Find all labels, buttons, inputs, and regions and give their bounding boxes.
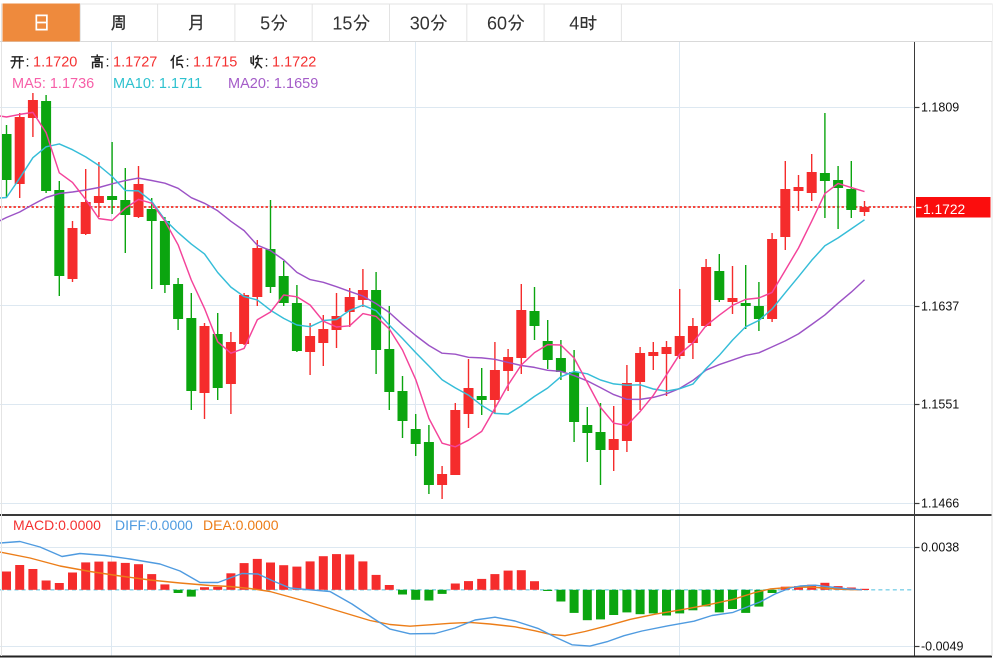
- svg-text::: :: [26, 55, 30, 71]
- svg-text:DIFF:0.0000: DIFF:0.0000: [115, 517, 193, 533]
- svg-text:1.1722: 1.1722: [923, 202, 965, 217]
- svg-text:MA20: 1.1659: MA20: 1.1659: [228, 76, 318, 92]
- svg-text:0.0038: 0.0038: [921, 541, 959, 555]
- svg-text:1.1809: 1.1809: [921, 101, 959, 115]
- svg-text:1.1722: 1.1722: [272, 55, 316, 71]
- svg-text:5: 5: [260, 14, 270, 34]
- svg-text:1.1727: 1.1727: [113, 55, 157, 71]
- svg-text:15: 15: [332, 14, 352, 34]
- svg-text:30: 30: [410, 14, 430, 34]
- svg-text:-0.0049: -0.0049: [921, 640, 963, 654]
- svg-text:1.1715: 1.1715: [193, 55, 237, 71]
- svg-text:60: 60: [487, 14, 507, 34]
- svg-text:1.1551: 1.1551: [921, 398, 959, 412]
- svg-text:1.1466: 1.1466: [921, 497, 959, 511]
- svg-text::: :: [106, 55, 110, 71]
- svg-text:MACD:0.0000: MACD:0.0000: [13, 517, 101, 533]
- svg-text::: :: [186, 55, 190, 71]
- svg-text::: :: [265, 55, 269, 71]
- svg-text:MA10: 1.1711: MA10: 1.1711: [113, 76, 202, 92]
- svg-text:4: 4: [569, 14, 579, 34]
- svg-text:MA5: 1.1736: MA5: 1.1736: [12, 76, 94, 92]
- svg-text:1.1720: 1.1720: [33, 55, 77, 71]
- svg-text:DEA:0.0000: DEA:0.0000: [203, 517, 279, 533]
- svg-text:1.1637: 1.1637: [921, 300, 959, 314]
